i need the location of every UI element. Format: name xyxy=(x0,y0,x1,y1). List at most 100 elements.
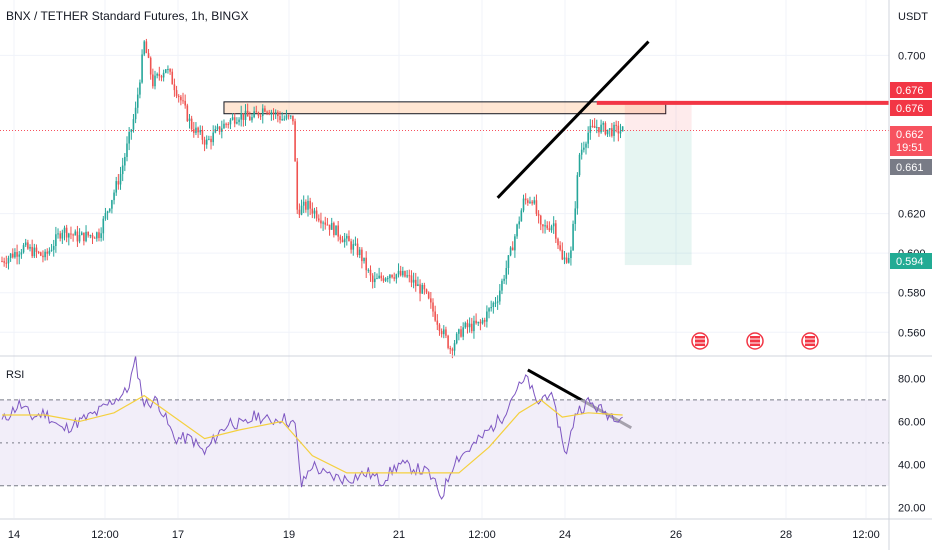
candle-body xyxy=(249,116,251,121)
event-icon-flag xyxy=(750,336,760,346)
candle-body xyxy=(108,208,111,212)
candle-body xyxy=(300,205,303,215)
rsi-label[interactable]: RSI xyxy=(6,369,24,381)
candle-body xyxy=(268,112,271,115)
candle-body xyxy=(18,254,21,257)
economic-event-flag-icon[interactable] xyxy=(746,332,764,350)
candle-body xyxy=(315,210,318,219)
candle-body xyxy=(593,125,596,128)
candle-body xyxy=(589,125,592,133)
candle-body xyxy=(96,232,98,239)
candle-body xyxy=(65,227,68,238)
candle-body xyxy=(507,255,510,269)
candle-body xyxy=(421,284,424,294)
candle-body xyxy=(404,271,406,277)
candle-body xyxy=(39,252,42,256)
symbol-title[interactable]: BNX / TETHER Standard Futures, 1h, BINGX xyxy=(6,9,249,23)
candle-body xyxy=(9,253,12,258)
candle-body xyxy=(559,245,561,250)
candle-body xyxy=(333,223,335,236)
candle-body xyxy=(479,321,482,324)
candle-body xyxy=(563,257,566,260)
candle-body xyxy=(613,124,615,136)
rising-trendline[interactable] xyxy=(496,40,650,199)
candle-body xyxy=(113,192,115,201)
candle-body xyxy=(600,124,602,133)
candle-body xyxy=(529,201,531,203)
candle-body xyxy=(320,220,322,224)
candle-body xyxy=(7,257,10,264)
candle-body xyxy=(328,224,331,230)
rsi-line xyxy=(1,355,623,500)
candle-body xyxy=(499,290,501,302)
candle-body xyxy=(455,333,458,344)
candle-body xyxy=(330,223,333,230)
candle-body xyxy=(55,234,57,246)
candle-body xyxy=(296,161,299,210)
candle-body xyxy=(50,249,53,251)
candle-body xyxy=(42,255,44,258)
candle-body xyxy=(576,175,579,209)
candle-body xyxy=(402,271,404,276)
economic-event-flag-icon[interactable] xyxy=(801,332,819,350)
candle-body xyxy=(445,329,447,336)
candle-body xyxy=(29,246,31,249)
resistance-zone[interactable] xyxy=(223,101,667,115)
economic-event-flag-icon[interactable] xyxy=(691,332,709,350)
candle-body xyxy=(591,125,594,127)
time-axis[interactable]: 14 12:00 17 19 21 12:00 24 26 28 12:00 xyxy=(8,529,880,541)
candle-body xyxy=(117,181,120,185)
resistance-top-badge-text: 0.676 xyxy=(896,85,924,97)
candle-body xyxy=(223,123,225,129)
candle-body xyxy=(442,329,445,335)
short-stop-zone[interactable] xyxy=(624,101,692,131)
short-profit-zone[interactable] xyxy=(624,130,692,266)
candle-body xyxy=(617,125,620,134)
candle-body xyxy=(229,119,232,125)
candle-body xyxy=(451,349,454,351)
candle-body xyxy=(130,129,133,133)
time-tick-label: 12:00 xyxy=(852,529,880,541)
candle-body xyxy=(604,123,607,135)
economic-events[interactable] xyxy=(691,332,819,350)
last-price-badge-text: 0.662 xyxy=(896,129,924,141)
candle-body xyxy=(208,138,210,140)
candle-body xyxy=(427,292,430,299)
candle-body xyxy=(552,223,555,227)
candle-body xyxy=(397,270,400,275)
candle-body xyxy=(511,247,514,251)
candle-body xyxy=(87,231,89,236)
candle-body xyxy=(31,246,33,257)
rsi-axis[interactable]: 80.00 60.00 40.00 20.00 xyxy=(898,373,926,514)
candle-body xyxy=(162,72,165,78)
candle-body xyxy=(412,279,415,283)
event-icon-flag xyxy=(805,336,815,346)
candle-body xyxy=(246,110,249,117)
candle-body xyxy=(33,247,36,257)
resistance-top-badge-bg xyxy=(890,82,932,98)
candle-body xyxy=(516,224,518,237)
candle-body xyxy=(324,222,327,225)
candle-body xyxy=(486,311,488,322)
candle-body xyxy=(188,118,191,121)
candle-body xyxy=(354,243,357,245)
candle-body xyxy=(574,208,577,224)
time-tick-label: 28 xyxy=(780,529,792,541)
candle-body xyxy=(279,116,281,121)
candle-body xyxy=(292,115,294,122)
candle-body xyxy=(514,236,516,251)
candle-body xyxy=(16,252,18,257)
candle-body xyxy=(606,129,609,135)
candle-body xyxy=(147,53,150,58)
candle-body xyxy=(309,200,311,209)
price-tick-label: 0.620 xyxy=(898,209,926,221)
candle-body xyxy=(89,235,92,237)
candle-body xyxy=(393,277,396,279)
candle-body xyxy=(259,115,262,117)
candle-body xyxy=(197,127,199,133)
candle-body xyxy=(449,347,452,350)
time-tick-label: 26 xyxy=(670,529,682,541)
candle-body xyxy=(561,249,564,260)
candle-body xyxy=(240,113,243,120)
